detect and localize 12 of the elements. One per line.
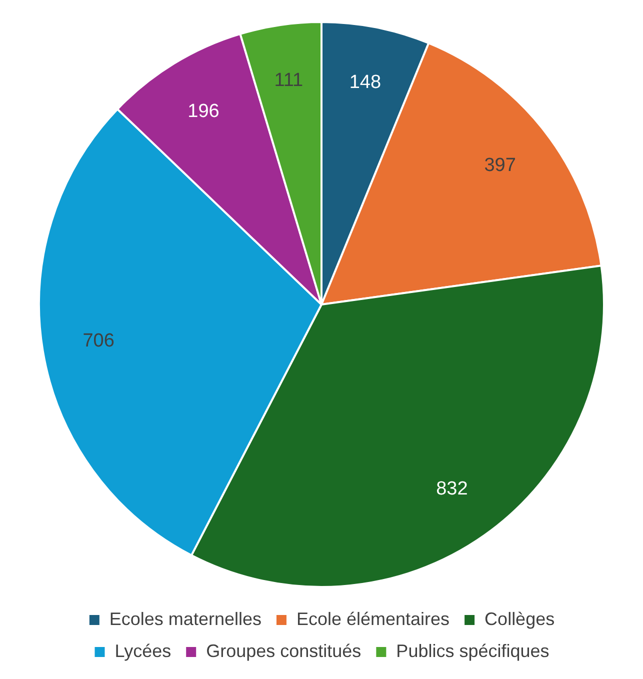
legend-label: Groupes constitués — [206, 640, 362, 661]
data-label: 706 — [82, 330, 114, 352]
data-label: 111 — [274, 70, 304, 92]
data-label: 832 — [436, 478, 468, 500]
data-label: 196 — [188, 101, 220, 122]
legend-label: Collèges — [484, 608, 555, 629]
legend-label: Publics spécifiques — [396, 640, 550, 661]
legend-label: Ecoles maternelles — [109, 608, 262, 629]
data-label: 148 — [349, 72, 382, 93]
legend-label: Ecole élémentaires — [296, 608, 450, 629]
data-label: 397 — [484, 155, 516, 176]
legend-label: Lycées — [114, 640, 172, 661]
